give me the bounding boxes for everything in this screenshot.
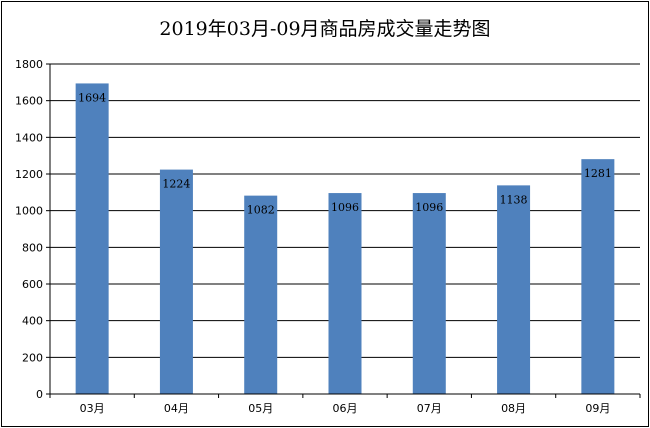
data-labels: 1694 1224 1082 1096 1096 1138 1281: [78, 91, 612, 216]
x-tick-label: 03月: [80, 402, 105, 415]
data-label: 1138: [500, 193, 528, 206]
bar-07月: [412, 193, 446, 394]
data-label: 1082: [247, 204, 275, 217]
bar-03月: [75, 83, 109, 394]
bars: [75, 83, 615, 394]
x-tick-label: 09月: [585, 402, 610, 415]
y-tick-label: 0: [36, 388, 43, 401]
y-tick-label: 200: [22, 351, 43, 364]
x-tick-label: 06月: [333, 402, 358, 415]
data-label: 1281: [584, 167, 612, 180]
bar-06月: [328, 193, 362, 394]
data-label: 1096: [415, 201, 443, 214]
x-axis: 03月 04月 05月 06月 07月 08月 09月: [49, 393, 641, 415]
bar-04月: [159, 169, 193, 394]
x-tick-label: 05月: [248, 402, 273, 415]
y-tick-label: 1400: [15, 131, 43, 144]
y-tick-label: 400: [22, 315, 43, 328]
y-tick-label: 800: [22, 241, 43, 254]
y-axis: 0 200 400 600 800 1000 1200 1400 1600 1800: [15, 58, 51, 401]
y-tick-label: 1800: [15, 58, 43, 71]
bar-08月: [497, 185, 531, 394]
bar-09月: [581, 159, 615, 394]
data-label: 1224: [162, 178, 190, 191]
y-tick-label: 600: [22, 278, 43, 291]
y-tick-label: 1600: [15, 95, 43, 108]
chart-title: 2019年03月-09月商品房成交量走势图: [159, 18, 491, 40]
y-tick-label: 1200: [15, 168, 43, 181]
x-tick-label: 08月: [501, 402, 526, 415]
data-label: 1096: [331, 201, 359, 214]
bar-05月: [244, 195, 278, 394]
data-label: 1694: [78, 91, 106, 104]
y-tick-label: 1000: [15, 205, 43, 218]
x-tick-label: 04月: [164, 402, 189, 415]
x-tick-label: 07月: [417, 402, 442, 415]
